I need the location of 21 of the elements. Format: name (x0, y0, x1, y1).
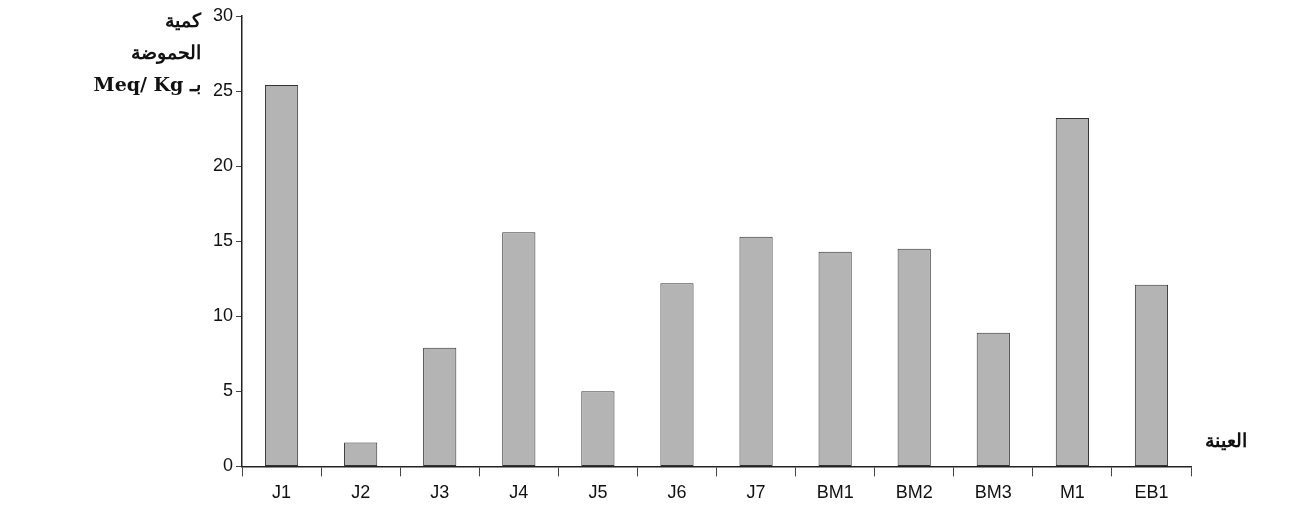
x-tick-label: J3 (430, 482, 450, 503)
x-tick-label: J1 (272, 482, 292, 503)
x-axis-title: العينة (1205, 428, 1247, 453)
y-tick-label: 30 (212, 4, 234, 25)
x-tick-label: BM3 (974, 482, 1012, 503)
x-tick-label: J5 (588, 482, 608, 503)
x-tick-label: EB1 (1134, 482, 1169, 503)
x-tick-label: M1 (1059, 482, 1085, 503)
x-tick-label: BM2 (895, 482, 933, 503)
y-axis-title: كمية الحموضة بـ Meq/ Kg (93, 8, 201, 97)
x-tick-label: J7 (746, 482, 766, 503)
y-tick-label: 5 (223, 380, 234, 401)
y-tick-label: 0 (223, 455, 234, 476)
x-tick-label: J2 (351, 482, 371, 503)
x-tick-label: J4 (509, 482, 529, 503)
x-tick-label: BM1 (816, 482, 854, 503)
y-tick-label: 20 (212, 155, 234, 176)
y-tick-label: 10 (212, 305, 234, 326)
x-tick-label: J6 (667, 482, 687, 503)
y-tick-label: 15 (212, 230, 234, 251)
y-tick-label: 25 (212, 80, 234, 101)
